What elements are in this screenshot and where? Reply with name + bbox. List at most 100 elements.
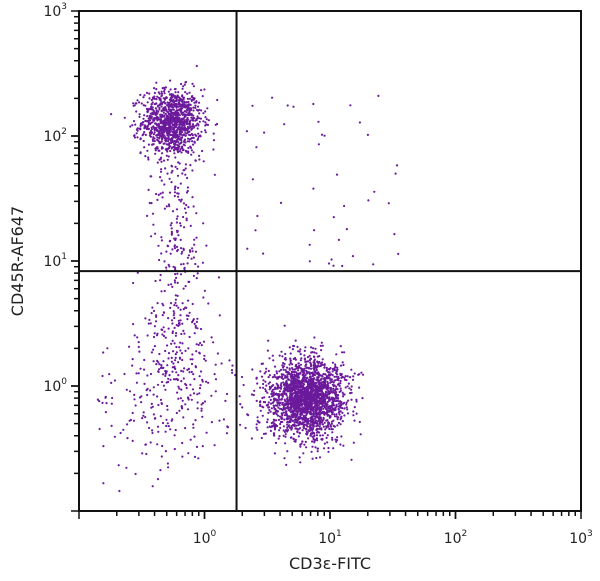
- data-point: [170, 96, 173, 99]
- data-point: [154, 113, 157, 117]
- data-point: [190, 153, 193, 156]
- data-point: [177, 91, 180, 94]
- data-point: [331, 400, 334, 403]
- data-point: [315, 437, 318, 440]
- data-point: [155, 98, 158, 101]
- data-point: [188, 130, 191, 133]
- data-point: [290, 395, 293, 398]
- data-point: [276, 414, 280, 417]
- data-point: [185, 113, 188, 117]
- data-point: [144, 416, 147, 419]
- data-point: [201, 415, 204, 418]
- data-point: [325, 436, 328, 439]
- data-point: [302, 378, 305, 381]
- data-point: [280, 373, 283, 376]
- data-point: [183, 226, 186, 229]
- data-point: [335, 371, 338, 375]
- data-point: [262, 379, 265, 382]
- data-point: [231, 364, 234, 367]
- data-point: [195, 277, 198, 280]
- data-point: [189, 103, 192, 106]
- data-point: [333, 375, 336, 378]
- data-point: [300, 442, 303, 445]
- data-point: [267, 401, 270, 404]
- data-point: [289, 357, 292, 360]
- data-point: [119, 431, 122, 435]
- data-point: [160, 168, 163, 171]
- data-point: [160, 132, 164, 135]
- data-point: [350, 385, 353, 388]
- data-point: [163, 330, 166, 333]
- data-point: [167, 377, 170, 380]
- data-point: [175, 304, 178, 307]
- data-point: [176, 391, 179, 394]
- data-point: [174, 156, 177, 159]
- data-point: [281, 403, 284, 406]
- data-point: [164, 102, 167, 105]
- data-point: [167, 127, 170, 130]
- data-point: [333, 415, 337, 418]
- data-point: [162, 311, 165, 314]
- data-point: [172, 135, 176, 138]
- data-point: [291, 402, 294, 405]
- data-point: [201, 261, 204, 264]
- data-point: [128, 345, 131, 348]
- data-point: [179, 132, 182, 135]
- data-point: [298, 372, 301, 375]
- data-point: [264, 380, 267, 383]
- data-point: [359, 433, 362, 436]
- data-point: [158, 108, 161, 111]
- data-point: [377, 94, 380, 97]
- data-point: [311, 440, 314, 443]
- data-point: [279, 420, 282, 423]
- data-point: [167, 283, 170, 286]
- data-point: [309, 365, 313, 368]
- data-point: [195, 320, 198, 323]
- data-point: [350, 398, 353, 401]
- data-point: [161, 302, 164, 305]
- data-point: [290, 387, 293, 390]
- data-point: [199, 135, 202, 138]
- data-point: [161, 196, 164, 199]
- data-point: [268, 381, 271, 384]
- data-point: [311, 402, 314, 405]
- data-point: [307, 380, 310, 383]
- data-point: [186, 176, 189, 180]
- data-point: [173, 342, 176, 345]
- data-point: [289, 384, 293, 387]
- data-point: [278, 415, 282, 418]
- data-point: [303, 383, 306, 386]
- data-point: [335, 391, 338, 394]
- data-point: [170, 360, 173, 363]
- data-point: [271, 376, 274, 379]
- data-point: [153, 140, 156, 143]
- data-point: [317, 413, 320, 416]
- data-point: [189, 119, 192, 122]
- data-point: [168, 122, 171, 125]
- data-point: [170, 222, 173, 225]
- data-point: [333, 413, 336, 416]
- data-point: [361, 397, 364, 400]
- data-point: [310, 351, 313, 354]
- data-point: [172, 98, 175, 101]
- data-point: [320, 392, 323, 395]
- data-point: [309, 375, 312, 378]
- data-point: [326, 385, 329, 388]
- data-point: [214, 378, 218, 381]
- x-axis-title: CD3ε-FITC: [289, 554, 371, 573]
- data-point: [163, 97, 166, 100]
- data-point: [338, 390, 341, 393]
- data-point: [202, 160, 205, 163]
- data-point: [286, 375, 289, 378]
- data-point: [278, 435, 281, 438]
- data-point: [179, 148, 182, 151]
- data-point: [346, 385, 349, 388]
- data-point: [341, 264, 344, 268]
- data-point: [131, 364, 134, 367]
- data-point: [162, 326, 165, 329]
- data-point: [346, 408, 349, 411]
- data-point: [339, 387, 342, 390]
- y-tick-label: 100: [43, 377, 67, 395]
- data-point: [308, 410, 311, 414]
- data-point: [189, 383, 192, 386]
